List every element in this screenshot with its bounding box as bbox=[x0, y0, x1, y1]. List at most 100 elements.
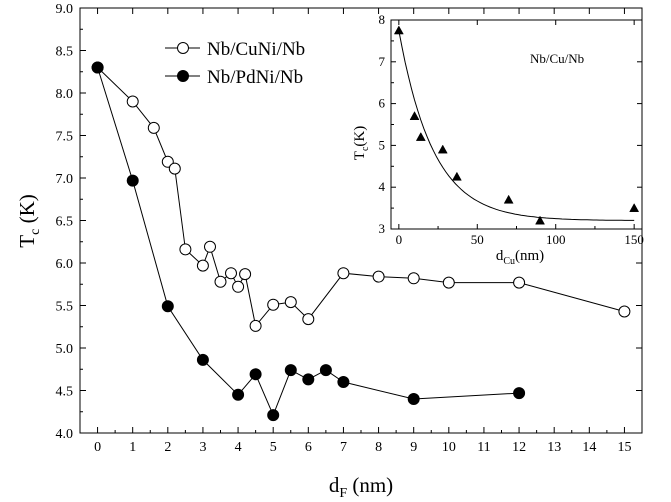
pdni-data-point bbox=[267, 409, 280, 422]
main-y-tick-label: 5.0 bbox=[56, 342, 74, 357]
main-x-axis: 0 1 2 3 4 5 6 7 8 9 10 11 12 13 14 15 bbox=[94, 8, 631, 455]
main-y-tick-label: 8.0 bbox=[56, 87, 74, 102]
inset-y-axis-label: Tc(K) bbox=[352, 126, 371, 160]
legend-label-pdni: Nb/PdNi/Nb bbox=[207, 67, 303, 88]
cuni-data-point bbox=[196, 259, 209, 272]
main-y-tick-label: 5.5 bbox=[56, 300, 74, 315]
main-y-label-sub: c bbox=[28, 229, 43, 235]
cuni-data-point bbox=[442, 276, 455, 289]
cuni-data-point bbox=[407, 272, 420, 285]
inset-x-label-sub: Cu bbox=[503, 256, 515, 267]
main-y-tick-label: 6.5 bbox=[56, 215, 74, 230]
main-y-tick-label: 9.0 bbox=[56, 2, 74, 17]
cuni-data-point bbox=[225, 267, 237, 280]
main-y-tick-label: 4.0 bbox=[56, 427, 74, 442]
inset-x-tick-label: 150 bbox=[624, 232, 644, 247]
inset-data-point bbox=[451, 171, 462, 181]
main-x-tick-label: 2 bbox=[164, 440, 171, 455]
inset-data-point bbox=[437, 144, 448, 154]
inset-fit-curve bbox=[398, 30, 635, 221]
inset-data-point bbox=[629, 203, 640, 212]
pdni-data-point bbox=[161, 300, 174, 313]
main-x-tick-label: 15 bbox=[617, 440, 631, 455]
inset-data-point bbox=[415, 132, 426, 141]
inset-annotation: Nb/Cu/Nb bbox=[530, 51, 584, 66]
cuni-data-point bbox=[337, 267, 350, 280]
pdni-data-point bbox=[126, 174, 139, 187]
inset-y-tick-label: 5 bbox=[379, 137, 386, 152]
inset-y-tick-label: 8 bbox=[379, 12, 386, 27]
main-x-tick-label: 6 bbox=[305, 440, 312, 455]
legend: Nb/CuNi/Nb Nb/PdNi/Nb bbox=[165, 39, 305, 88]
cuni-data-point bbox=[284, 296, 297, 309]
cuni-data-point bbox=[179, 243, 192, 256]
inset-x-tick-label: 0 bbox=[396, 232, 403, 247]
main-x-tick-label: 4 bbox=[235, 440, 242, 455]
main-y-label-main: T bbox=[15, 235, 39, 248]
inset-y-axis: 3 4 5 6 7 8 bbox=[379, 12, 642, 236]
pdni-data-point bbox=[337, 376, 350, 388]
main-x-tick-label: 13 bbox=[547, 440, 561, 455]
inset-data-point bbox=[535, 215, 545, 225]
legend-marker-cuni bbox=[177, 42, 189, 54]
inset-background bbox=[391, 20, 642, 229]
pdni-data-point bbox=[284, 364, 297, 377]
main-y-tick-label: 7.5 bbox=[56, 130, 74, 145]
cuni-data-point bbox=[302, 313, 315, 326]
main-x-tick-label: 12 bbox=[512, 440, 526, 455]
cuni-data-point bbox=[618, 305, 631, 318]
inset-y-tick-label: 6 bbox=[379, 96, 386, 111]
pdni-data-point bbox=[91, 61, 104, 74]
main-plot: 0 1 2 3 4 5 6 7 8 9 10 11 12 13 14 15 4.04.55.05.56.06.… bbox=[15, 2, 643, 501]
cuni-data-point bbox=[267, 298, 280, 311]
inset-y-tick-label: 7 bbox=[379, 54, 386, 69]
inset-data-point bbox=[503, 194, 514, 204]
pdni-data-point bbox=[407, 393, 420, 405]
inset-x-tick-label: 100 bbox=[546, 232, 566, 247]
main-y-axis-label: Tc (K) bbox=[15, 194, 43, 247]
pdni-data-point bbox=[319, 364, 332, 377]
cuni-data-point bbox=[249, 319, 262, 332]
inset-plot: 0 50 100 150 3 4 5 6 7 8 Nb/Cu/Nb Tc(K) dCu(nm) bbox=[352, 12, 644, 267]
main-x-tick-label: 7 bbox=[340, 440, 347, 455]
pdni-data-point bbox=[249, 368, 262, 381]
inset-y-tick-label: 4 bbox=[379, 179, 386, 194]
cuni-data-point bbox=[214, 275, 227, 288]
main-series-points bbox=[91, 61, 631, 422]
main-y-tick-label: 4.5 bbox=[56, 385, 74, 400]
cuni-data-point bbox=[513, 276, 526, 289]
main-x-tick-label: 10 bbox=[442, 440, 456, 455]
main-y-tick-label: 7.0 bbox=[56, 172, 74, 187]
inset-x-axis-label: dCu(nm) bbox=[496, 248, 544, 267]
inset-y-tick-label: 3 bbox=[379, 221, 386, 236]
main-x-tick-label: 14 bbox=[582, 440, 596, 455]
main-x-tick-label: 8 bbox=[375, 440, 382, 455]
inset-y-label-sub: c bbox=[360, 146, 371, 151]
inset-data-point bbox=[409, 111, 420, 120]
cuni-data-point bbox=[147, 121, 160, 134]
main-x-tick-label: 3 bbox=[199, 440, 206, 455]
main-x-tick-label: 5 bbox=[270, 440, 277, 455]
main-x-tick-label: 0 bbox=[94, 440, 101, 455]
main-x-label-sub: F bbox=[339, 486, 347, 501]
main-y-label-rest: (K) bbox=[15, 194, 39, 228]
pdni-data-point bbox=[196, 353, 209, 366]
main-x-label-main: d bbox=[329, 473, 340, 497]
pdni-data-point bbox=[513, 387, 526, 400]
main-x-tick-label: 1 bbox=[129, 440, 136, 455]
inset-x-label-rest: (nm) bbox=[515, 248, 544, 264]
main-y-axis: 4.0 4.5 5.0 5.5 6.0 6.5 7.0 7.5 8.0 8.5 9.0 bbox=[56, 2, 642, 442]
pdni-data-point bbox=[302, 373, 315, 386]
inset-series-points bbox=[393, 25, 640, 225]
inset-x-label-main: d bbox=[496, 248, 504, 264]
main-x-label-rest: (nm) bbox=[347, 473, 393, 497]
inset-x-axis: 0 50 100 150 bbox=[396, 20, 644, 247]
inset-y-label-main: T bbox=[352, 151, 368, 160]
inset-data-point bbox=[393, 25, 404, 35]
inset-y-label-rest: (K) bbox=[352, 126, 368, 147]
cuni-data-point bbox=[232, 280, 245, 293]
cuni-data-point bbox=[239, 268, 252, 281]
inset-x-tick-label: 50 bbox=[471, 232, 484, 247]
cuni-data-point bbox=[126, 95, 139, 108]
